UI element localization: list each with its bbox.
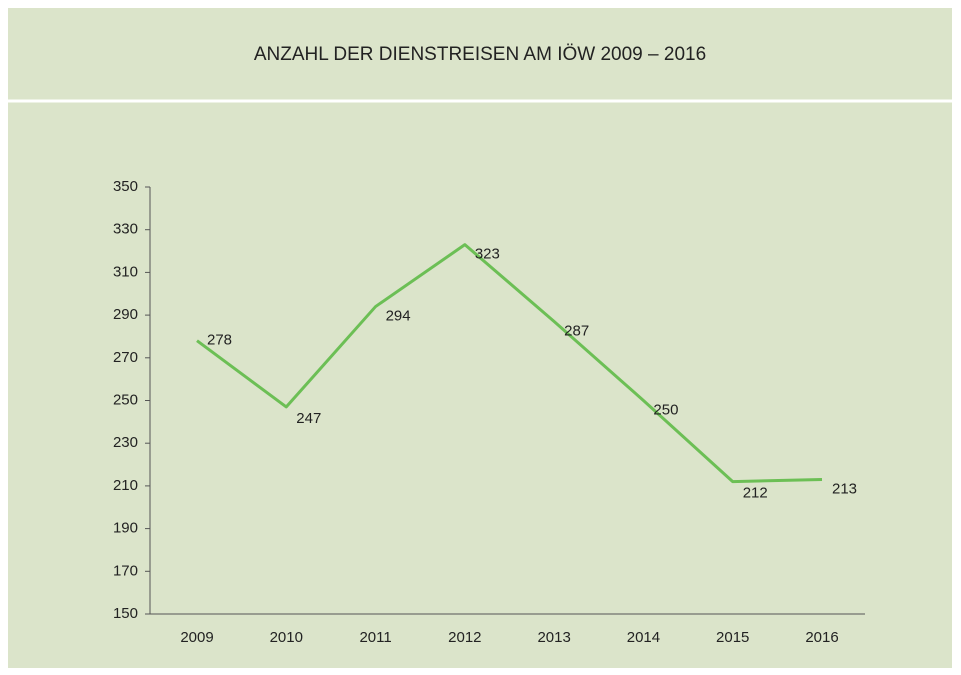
x-tick-label: 2015 <box>716 629 749 646</box>
x-tick-label: 2011 <box>359 629 391 646</box>
data-label: 247 <box>296 410 321 427</box>
data-label: 323 <box>475 246 500 263</box>
x-tick-label: 2014 <box>627 629 660 646</box>
x-tick-label: 2009 <box>180 629 213 646</box>
y-tick-label: 210 <box>113 477 138 494</box>
y-tick-label: 190 <box>113 520 138 537</box>
y-tick-label: 270 <box>113 349 138 366</box>
y-tick-label: 310 <box>113 263 138 280</box>
y-tick-label: 150 <box>113 605 138 622</box>
data-label: 250 <box>653 401 678 418</box>
line <box>196 243 823 484</box>
data-label: 287 <box>564 322 589 339</box>
x-tick-label: 2016 <box>805 629 838 646</box>
y-tick-label: 250 <box>113 391 138 408</box>
y-tick-label: 170 <box>113 562 138 579</box>
chart-title: ANZAHL DER DIENSTREISEN AM IÖW 2009 – 20… <box>254 44 706 65</box>
y-tick-label: 350 <box>113 178 138 195</box>
y-tick-label: 230 <box>113 434 138 451</box>
data-label: 278 <box>207 332 232 349</box>
data-label: 213 <box>832 480 857 497</box>
y-tick-label: 290 <box>113 306 138 323</box>
x-tick-label: 2012 <box>448 629 481 646</box>
y-tick-label: 330 <box>113 221 138 238</box>
x-tick-label: 2013 <box>537 629 570 646</box>
data-label: 294 <box>386 308 411 325</box>
x-tick-label: 2010 <box>270 629 303 646</box>
data-label: 212 <box>743 485 768 502</box>
panel <box>8 8 952 668</box>
